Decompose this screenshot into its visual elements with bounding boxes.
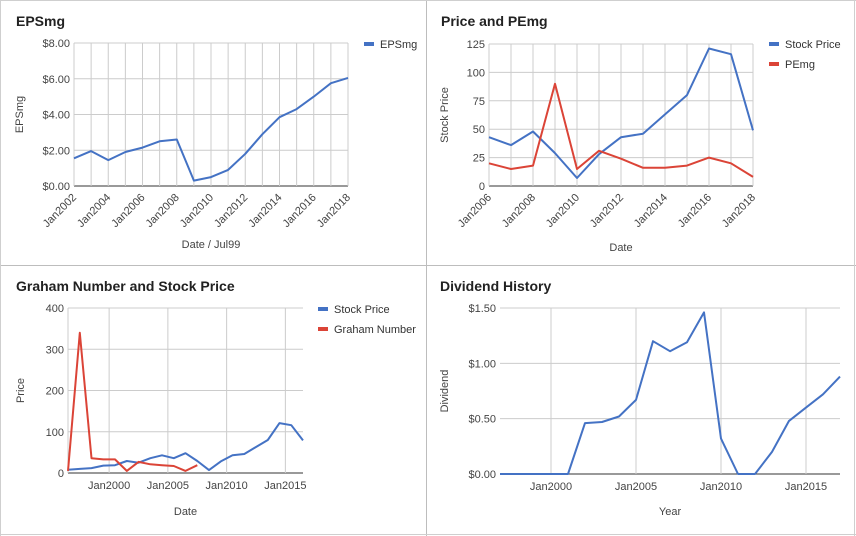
y-tick-label: $1.50 — [468, 303, 496, 315]
frame-bottom — [0, 534, 856, 535]
x-tick-label: Jan2018 — [720, 192, 758, 230]
frame-left — [0, 0, 1, 536]
y-axis-title: EPSmg — [14, 96, 26, 133]
x-tick-label: Jan2006 — [456, 192, 494, 230]
legend-swatch — [364, 42, 374, 46]
x-axis-title: Date — [609, 242, 632, 254]
x-tick-label: Jan2016 — [676, 192, 714, 230]
y-tick-label: 50 — [473, 124, 485, 136]
y-axis-title: Dividend — [439, 370, 451, 413]
x-tick-label: Jan2000 — [88, 480, 130, 492]
y-tick-label: $4.00 — [42, 110, 70, 122]
y-tick-label: $0.50 — [468, 414, 496, 426]
price-pemg-chart: Price and PEmg 0 25 50 75 100 125 Jan2006 Jan200… — [439, 13, 841, 254]
y-axis-title: Price — [15, 378, 27, 403]
chart-title: Dividend History — [440, 278, 551, 294]
epsmg-chart: EPSmg$0.00$2.00$4.00$6.00$8.00Jan2002Jan… — [14, 13, 417, 251]
chart-title: Price and PEmg — [441, 13, 548, 29]
panel-divider-horizontal — [0, 265, 856, 266]
legend-swatch — [318, 307, 328, 311]
x-tick-label: Jan2002 — [41, 192, 79, 230]
y-tick-label: 25 — [473, 153, 485, 165]
x-tick-label: Jan2005 — [147, 480, 189, 492]
x-tick-label: Jan2018 — [315, 192, 353, 230]
x-tick-label: Jan2005 — [615, 481, 657, 493]
dividend-history-chart: Dividend History $0.00 $0.50 $1.00 $1.50 Jan2… — [439, 278, 841, 518]
chart-title: EPSmg — [16, 13, 65, 29]
series-line-epsmg — [73, 76, 349, 182]
x-tick-label: Jan2014 — [246, 192, 284, 230]
y-tick-label: 0 — [479, 181, 485, 193]
x-tick-label: Jan2008 — [500, 192, 538, 230]
x-tick-label: Jan2006 — [109, 192, 147, 230]
legend-swatch — [318, 327, 328, 331]
x-tick-label: Jan2010 — [178, 192, 216, 230]
legend-label: EPSmg — [380, 39, 417, 51]
x-axis-title: Year — [659, 506, 682, 518]
y-axis-title: Stock Price — [439, 87, 451, 143]
series-line-graham-number — [67, 331, 198, 472]
y-tick-label: $6.00 — [42, 74, 70, 86]
series-line-stock-price — [67, 422, 304, 472]
legend-swatch — [769, 62, 779, 66]
legend-label: Graham Number — [334, 324, 416, 336]
legend-swatch — [769, 42, 779, 46]
y-tick-label: $8.00 — [42, 38, 70, 50]
legend-label: Stock Price — [334, 304, 390, 316]
x-axis-title: Date — [174, 506, 197, 518]
y-tick-label: 0 — [58, 468, 64, 480]
panel-divider-vertical — [426, 0, 427, 536]
y-tick-label: $2.00 — [42, 145, 70, 157]
x-tick-label: Jan2012 — [212, 192, 250, 230]
x-tick-label: Jan2016 — [281, 192, 319, 230]
y-tick-label: 125 — [467, 39, 485, 51]
x-tick-label: Jan2004 — [75, 192, 113, 230]
x-tick-label: Jan2008 — [144, 192, 182, 230]
x-tick-label: Jan2010 — [544, 192, 582, 230]
x-tick-label: Jan2010 — [206, 480, 248, 492]
y-tick-label: $0.00 — [468, 469, 496, 481]
legend-label: PEmg — [785, 59, 815, 71]
series-line-pemg — [488, 82, 754, 178]
y-tick-label: 75 — [473, 96, 485, 108]
series-line-stock-price — [488, 47, 754, 179]
x-tick-label: Jan2000 — [530, 481, 572, 493]
chart-title: Graham Number and Stock Price — [16, 278, 235, 294]
x-axis-title: Date / Jul99 — [182, 239, 241, 251]
x-tick-label: Jan2015 — [785, 481, 827, 493]
y-tick-label: 300 — [46, 344, 64, 356]
x-tick-label: Jan2015 — [264, 480, 306, 492]
y-tick-label: 200 — [46, 386, 64, 398]
graham-number-chart: Graham Number and Stock Price 0 100 200 300 4… — [15, 278, 416, 518]
series-line-dividend — [500, 311, 841, 475]
frame-top — [0, 0, 856, 1]
y-tick-label: $0.00 — [42, 181, 70, 193]
x-tick-label: Jan2014 — [632, 192, 670, 230]
y-tick-label: 100 — [46, 427, 64, 439]
y-tick-label: 100 — [467, 67, 485, 79]
y-tick-label: 400 — [46, 303, 64, 315]
legend-label: Stock Price — [785, 39, 841, 51]
frame-right — [854, 0, 855, 536]
y-tick-label: $1.00 — [468, 358, 496, 370]
x-tick-label: Jan2010 — [700, 481, 742, 493]
x-tick-label: Jan2012 — [588, 192, 626, 230]
